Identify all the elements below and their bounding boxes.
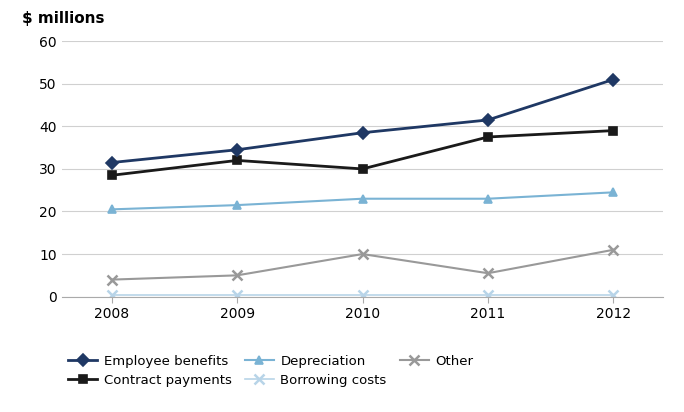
Depreciation (358, 196, 367, 201)
Employee benefits (609, 77, 618, 82)
Line: Depreciation: Depreciation (107, 188, 618, 213)
Contract payments (358, 166, 367, 171)
Depreciation (107, 207, 116, 212)
Other (484, 271, 492, 276)
Employee benefits (233, 147, 241, 152)
Borrowing costs (358, 292, 367, 297)
Line: Borrowing costs: Borrowing costs (107, 290, 618, 300)
Contract payments (484, 135, 492, 140)
Other (233, 273, 241, 278)
Employee benefits (358, 130, 367, 135)
Line: Contract payments: Contract payments (107, 126, 618, 180)
Contract payments (233, 158, 241, 163)
Line: Other: Other (107, 245, 618, 284)
Legend: Employee benefits, Contract payments, Depreciation, Borrowing costs, Other: Employee benefits, Contract payments, De… (68, 354, 473, 387)
Employee benefits (484, 117, 492, 122)
Line: Employee benefits: Employee benefits (107, 75, 618, 167)
Text: $ millions: $ millions (23, 11, 105, 26)
Borrowing costs (107, 292, 116, 297)
Employee benefits (107, 160, 116, 165)
Depreciation (484, 196, 492, 201)
Contract payments (609, 128, 618, 133)
Depreciation (609, 190, 618, 195)
Borrowing costs (484, 292, 492, 297)
Other (609, 247, 618, 252)
Other (358, 252, 367, 257)
Contract payments (107, 173, 116, 178)
Depreciation (233, 203, 241, 208)
Borrowing costs (233, 292, 241, 297)
Borrowing costs (609, 292, 618, 297)
Other (107, 277, 116, 282)
